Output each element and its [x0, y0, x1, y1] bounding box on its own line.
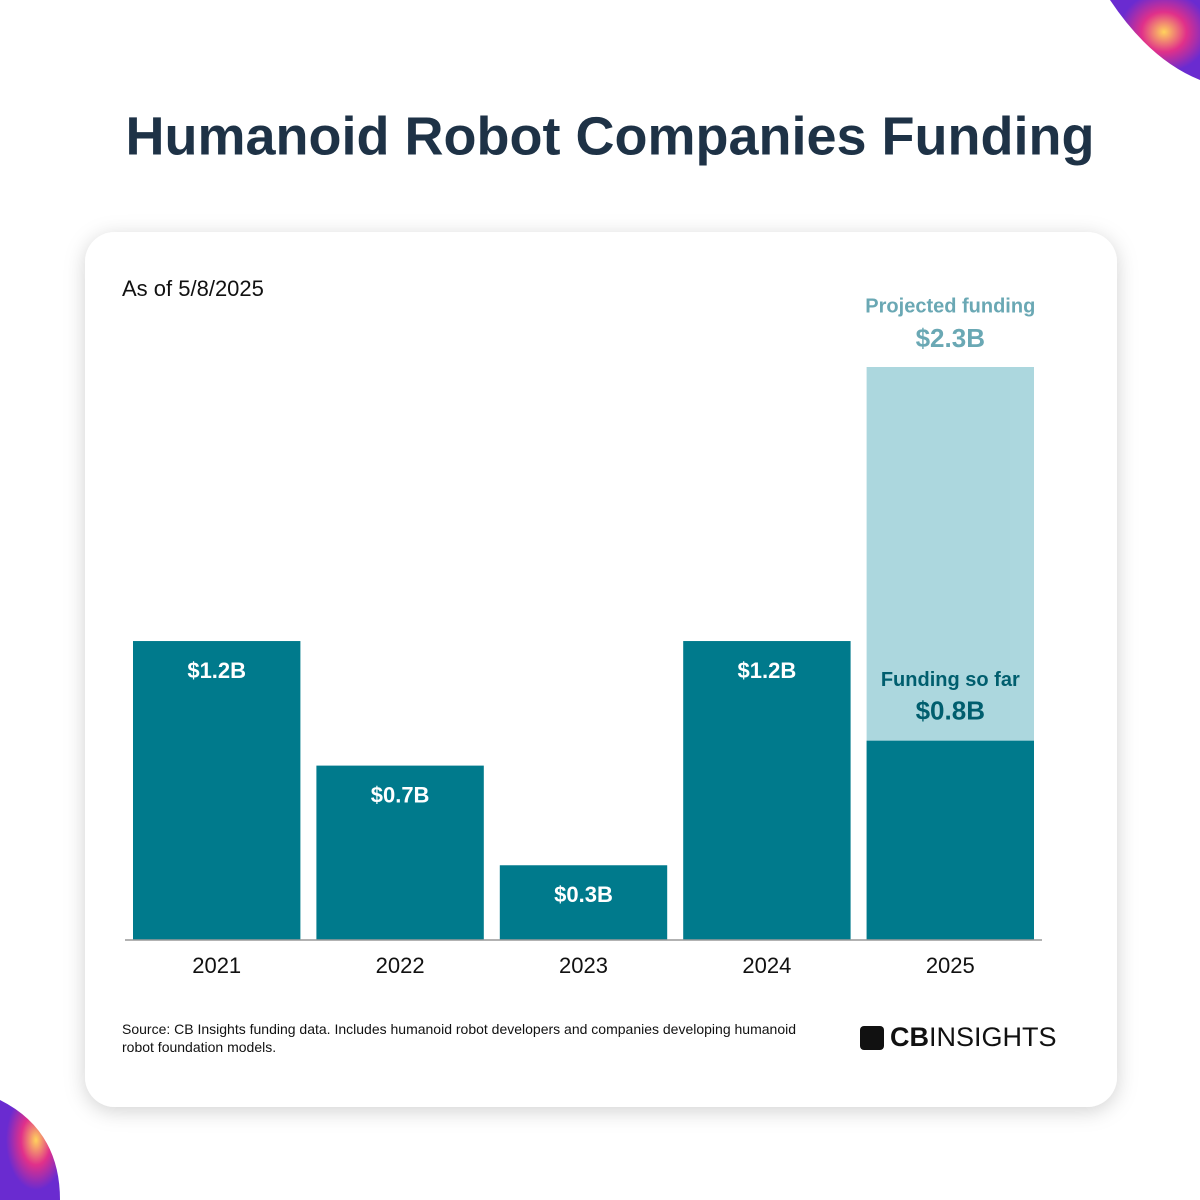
value-label: $1.2B	[187, 658, 246, 683]
value-label: $0.3B	[554, 882, 613, 907]
value-label: $1.2B	[738, 658, 797, 683]
value-label: $0.8B	[916, 696, 985, 726]
x-tick-label: 2025	[926, 953, 975, 978]
decoration	[1110, 0, 1200, 80]
bar	[133, 641, 301, 940]
value-label: $0.7B	[371, 782, 430, 807]
bar	[499, 865, 668, 940]
series-label: Funding so far	[881, 669, 1020, 691]
logo-icon	[860, 1026, 884, 1050]
logo: CBINSIGHTS	[860, 1022, 1057, 1052]
x-tick-label: 2021	[192, 953, 241, 978]
value-label: $2.3B	[916, 323, 985, 353]
bar	[316, 765, 484, 940]
chart-title: Humanoid Robot Companies Funding	[126, 106, 1095, 166]
series-label: Projected funding	[865, 295, 1035, 317]
logo-text: CBINSIGHTS	[890, 1022, 1057, 1052]
bar	[866, 740, 1034, 940]
bar	[683, 641, 851, 940]
subtitle: As of 5/8/2025	[122, 276, 264, 301]
x-tick-label: 2022	[376, 953, 425, 978]
x-tick-label: 2023	[559, 953, 608, 978]
source-note: Source: CB Insights funding data. Includ…	[122, 1021, 796, 1055]
x-tick-label: 2024	[742, 953, 791, 978]
logo-rest: INSIGHTS	[929, 1022, 1057, 1052]
logo-bold: CB	[890, 1022, 929, 1052]
decoration	[0, 1100, 60, 1200]
